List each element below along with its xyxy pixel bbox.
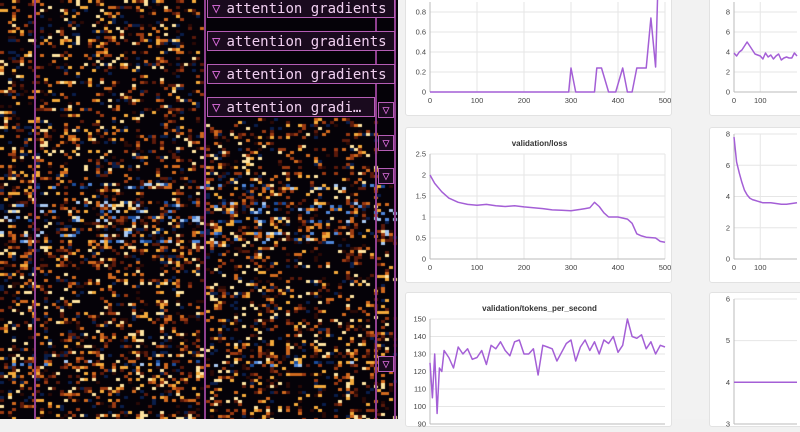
- x-tick-label: 0: [428, 96, 432, 105]
- y-tick-label: 0.4: [416, 48, 426, 57]
- x-tick-label: 200: [518, 263, 531, 272]
- y-tick-label: 4: [726, 48, 730, 57]
- collapse-triangle-icon: ▽: [212, 100, 221, 116]
- panel-divider: [204, 0, 206, 419]
- y-tick-label: 5: [726, 336, 730, 345]
- x-tick-label: 400: [612, 96, 625, 105]
- chart-card-top-left: 0 0.2 0.4 0.6 0.8 0 100 200 300 400 500: [405, 0, 672, 116]
- y-tick-label: 2: [422, 171, 426, 180]
- x-tick-label: 500: [659, 96, 672, 105]
- line-chart: validation/tokens_per_second 90 100 110 120 1…: [413, 304, 666, 429]
- y-tick-label: 0.8: [416, 8, 426, 17]
- collapse-triangle-icon[interactable]: ▽: [378, 102, 394, 118]
- x-tick-label: 100: [754, 96, 767, 105]
- x-tick-label: 100: [754, 263, 767, 272]
- attention-gradients-header[interactable]: ▽ attention gradients: [207, 31, 395, 51]
- y-tick-label: 120: [413, 367, 426, 376]
- y-tick-label: 3: [726, 420, 730, 429]
- x-tick-label: 100: [471, 96, 484, 105]
- attention-gradients-header[interactable]: ▽ attention gradi…: [207, 97, 375, 117]
- x-tick-label: 0: [732, 263, 736, 272]
- y-tick-label: 0: [726, 255, 730, 264]
- panel-divider: [375, 0, 377, 419]
- y-tick-label: 4: [726, 192, 730, 201]
- chart-card-tokens-per-second: validation/tokens_per_second 90 100 110 120 1…: [405, 292, 672, 429]
- x-tick-label: 300: [565, 263, 578, 272]
- y-tick-label: 8: [726, 130, 730, 139]
- attention-gradients-header[interactable]: ▽ attention gradients: [207, 64, 395, 84]
- y-tick-label: 2: [726, 68, 730, 77]
- x-tick-label: 100: [471, 263, 484, 272]
- x-tick-label: 400: [612, 263, 625, 272]
- y-tick-label: 0.2: [416, 68, 426, 77]
- chart-card-bottom-right: 3 4 5 6: [709, 292, 800, 429]
- line-chart: 0 2 4 6 8 0 100: [726, 130, 798, 272]
- y-tick-label: 150: [413, 315, 426, 324]
- y-tick-label: 90: [418, 420, 426, 429]
- x-tick-label: 500: [659, 263, 672, 272]
- line-chart: 3 4 5 6: [726, 295, 797, 429]
- y-tick-label: 4: [726, 378, 730, 387]
- y-tick-label: 1: [422, 213, 426, 222]
- panel-divider: [34, 0, 36, 419]
- collapse-triangle-icon: ▽: [212, 1, 221, 17]
- y-tick-label: 8: [726, 8, 730, 17]
- y-tick-label: 6: [726, 295, 730, 304]
- y-tick-label: 110: [414, 385, 426, 394]
- y-tick-label: 130: [413, 350, 426, 359]
- series-line: [429, 318, 666, 415]
- y-tick-label: 0.6: [416, 28, 426, 37]
- chart-card-mid-right: 0 2 4 6 8 0 100: [709, 127, 800, 283]
- x-tick-label: 0: [428, 263, 432, 272]
- series-line: [429, 174, 666, 243]
- y-tick-label: 140: [413, 332, 426, 341]
- y-tick-label: 100: [413, 402, 426, 411]
- series-line: [733, 41, 798, 61]
- y-tick-label: 2.5: [416, 150, 426, 159]
- series-line: [733, 137, 798, 206]
- y-tick-label: 0: [422, 88, 426, 97]
- attention-gradients-header[interactable]: ▽ attention gradients: [207, 0, 395, 18]
- y-tick-label: 0.5: [416, 234, 426, 243]
- collapse-triangle-icon: ▽: [212, 34, 221, 50]
- line-chart: validation/loss 0 0.5 1 1.5 2 2.5 0 100 200 300 400…: [416, 139, 672, 272]
- collapse-triangle-icon: ▽: [212, 67, 221, 83]
- chart-title: validation/tokens_per_second: [482, 304, 597, 313]
- y-tick-label: 0: [422, 255, 426, 264]
- line-chart: 0 0.2 0.4 0.6 0.8 0 100 200 300 400 500: [416, 0, 672, 105]
- attention-heatmap: [0, 0, 398, 419]
- chart-card-validation-loss: validation/loss 0 0.5 1 1.5 2 2.5 0 100 200 300 400…: [405, 127, 672, 283]
- x-tick-label: 0: [732, 96, 736, 105]
- x-tick-label: 300: [565, 96, 578, 105]
- collapse-triangle-icon[interactable]: ▽: [378, 356, 394, 372]
- series-line: [430, 0, 659, 93]
- x-tick-label: 200: [518, 96, 531, 105]
- y-tick-label: 1.5: [416, 192, 426, 201]
- panel-divider: [394, 0, 396, 419]
- line-chart: 0 2 4 6 8 0 100: [726, 2, 798, 105]
- metrics-dashboard: 0 0.2 0.4 0.6 0.8 0 100 200 300 400 500 0 2 4 6 8 0 100 …: [398, 0, 800, 429]
- y-tick-label: 0: [726, 88, 730, 97]
- chart-title: validation/loss: [512, 139, 568, 148]
- y-tick-label: 6: [726, 28, 730, 37]
- y-tick-label: 2: [726, 223, 730, 232]
- y-tick-label: 6: [726, 161, 730, 170]
- chart-card-top-right: 0 2 4 6 8 0 100: [709, 0, 800, 116]
- collapse-triangle-icon[interactable]: ▽: [378, 168, 394, 184]
- attention-visualization-panel: ▽ attention gradients ▽ attention gradient…: [0, 0, 398, 419]
- collapse-triangle-icon[interactable]: ▽: [378, 135, 394, 151]
